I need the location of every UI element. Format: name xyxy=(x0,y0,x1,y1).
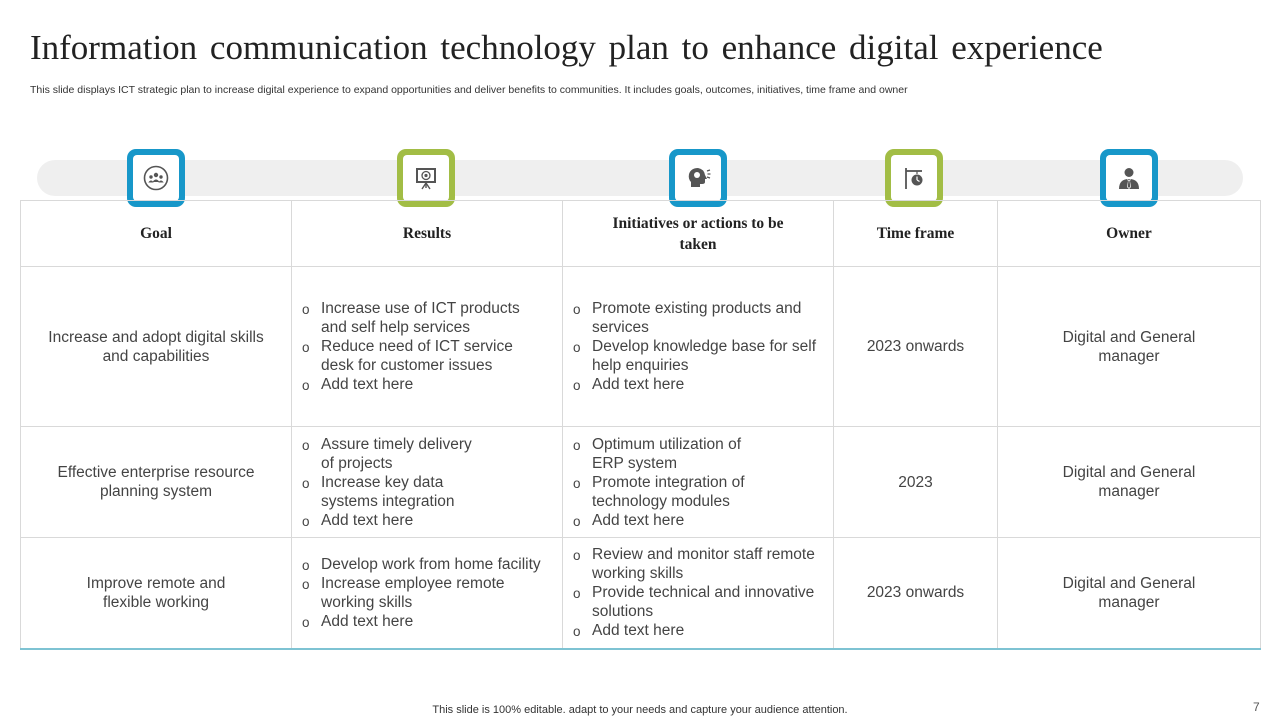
list-item: Add text here xyxy=(302,612,548,632)
header-timeframe: Time frame xyxy=(833,200,998,267)
goal-cell: Improve remote and flexible working xyxy=(20,537,292,650)
results-icon-box xyxy=(397,149,455,207)
owner-cell: Digital and General manager xyxy=(997,426,1261,538)
timeframe-cell: 2023 xyxy=(833,426,998,538)
team-icon xyxy=(143,165,169,191)
goal-cell: Effective enterprise resource planning s… xyxy=(20,426,292,538)
ict-plan-table: Goal Results Initiatives or actions to b… xyxy=(20,200,1261,650)
timeframe-icon-box xyxy=(885,149,943,207)
icon-track xyxy=(37,160,1243,196)
goal-cell: Increase and adopt digital skills and ca… xyxy=(20,266,292,427)
results-cell: Develop work from home facility Increase… xyxy=(291,537,563,650)
header-initiatives: Initiatives or actions to be taken xyxy=(562,200,834,267)
signpost-clock-icon xyxy=(905,168,923,189)
footer-note: This slide is 100% editable. adapt to yo… xyxy=(432,704,848,716)
list-item: Add text here xyxy=(573,621,819,641)
initiatives-cell: Promote existing products and services D… xyxy=(562,266,834,427)
page-number: 7 xyxy=(1253,700,1260,714)
initiatives-cell: Optimum utilization of ERP system Promot… xyxy=(562,426,834,538)
table-header-row: Goal Results Initiatives or actions to b… xyxy=(20,200,1261,267)
list-item: Provide technical and innovative solutio… xyxy=(573,583,819,621)
list-item: Review and monitor staff remote working … xyxy=(573,545,819,583)
list-item: Add text here xyxy=(302,511,482,531)
owner-cell: Digital and General manager xyxy=(997,537,1261,650)
list-item: Increase use of ICT products and self he… xyxy=(302,299,534,337)
header-owner: Owner xyxy=(997,200,1261,267)
list-item: Add text here xyxy=(573,511,753,531)
list-item: Add text here xyxy=(302,375,534,395)
list-item: Optimum utilization of ERP system xyxy=(573,435,753,473)
slide-title: Information communication technology pla… xyxy=(30,28,1103,67)
head-idea-icon xyxy=(688,168,711,187)
results-cell: Assure timely delivery of projects Incre… xyxy=(291,426,563,538)
list-item: Assure timely delivery of projects xyxy=(302,435,482,473)
list-item: Increase employee remote working skills xyxy=(302,574,548,612)
presentation-target-icon xyxy=(416,168,436,190)
initiatives-icon-box xyxy=(669,149,727,207)
initiatives-cell: Review and monitor staff remote working … xyxy=(562,537,834,650)
slide-subtitle: This slide displays ICT strategic plan t… xyxy=(30,84,908,96)
list-item: Develop knowledge base for self help enq… xyxy=(573,337,819,375)
list-item: Increase key data systems integration xyxy=(302,473,482,511)
list-item: Promote existing products and services xyxy=(573,299,819,337)
businessman-icon xyxy=(1119,168,1139,189)
results-cell: Increase use of ICT products and self he… xyxy=(291,266,563,427)
list-item: Add text here xyxy=(573,375,819,395)
header-goal: Goal xyxy=(20,200,292,267)
table-row: Improve remote and flexible working Deve… xyxy=(20,537,1261,650)
timeframe-cell: 2023 onwards xyxy=(833,537,998,650)
list-item: Promote integration of technology module… xyxy=(573,473,753,511)
owner-cell: Digital and General manager xyxy=(997,266,1261,427)
goal-icon-box xyxy=(127,149,185,207)
table-row: Increase and adopt digital skills and ca… xyxy=(20,266,1261,427)
list-item: Reduce need of ICT service desk for cust… xyxy=(302,337,534,375)
list-item: Develop work from home facility xyxy=(302,555,548,575)
timeframe-cell: 2023 onwards xyxy=(833,266,998,427)
table-row: Effective enterprise resource planning s… xyxy=(20,426,1261,538)
owner-icon-box xyxy=(1100,149,1158,207)
header-results: Results xyxy=(291,200,563,267)
